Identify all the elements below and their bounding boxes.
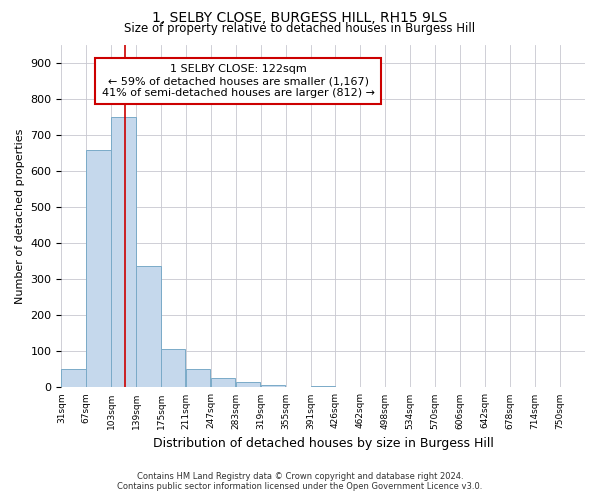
Bar (261, 384, 286, 388)
Bar (112, 117, 136, 388)
X-axis label: Distribution of detached houses by size in Burgess Hill: Distribution of detached houses by size … (153, 437, 494, 450)
Bar (61, 368, 86, 388)
Bar (311, 386, 335, 388)
Bar (136, 266, 161, 388)
Bar (161, 348, 185, 388)
Bar (236, 382, 260, 388)
Text: Size of property relative to detached houses in Burgess Hill: Size of property relative to detached ho… (124, 22, 476, 35)
Y-axis label: Number of detached properties: Number of detached properties (15, 128, 25, 304)
Bar (211, 378, 235, 388)
Text: 1, SELBY CLOSE, BURGESS HILL, RH15 9LS: 1, SELBY CLOSE, BURGESS HILL, RH15 9LS (152, 11, 448, 25)
Text: Contains HM Land Registry data © Crown copyright and database right 2024.
Contai: Contains HM Land Registry data © Crown c… (118, 472, 482, 491)
Bar (186, 368, 211, 388)
Text: 1 SELBY CLOSE: 122sqm
← 59% of detached houses are smaller (1,167)
41% of semi-d: 1 SELBY CLOSE: 122sqm ← 59% of detached … (102, 64, 375, 98)
Bar (86, 150, 110, 388)
